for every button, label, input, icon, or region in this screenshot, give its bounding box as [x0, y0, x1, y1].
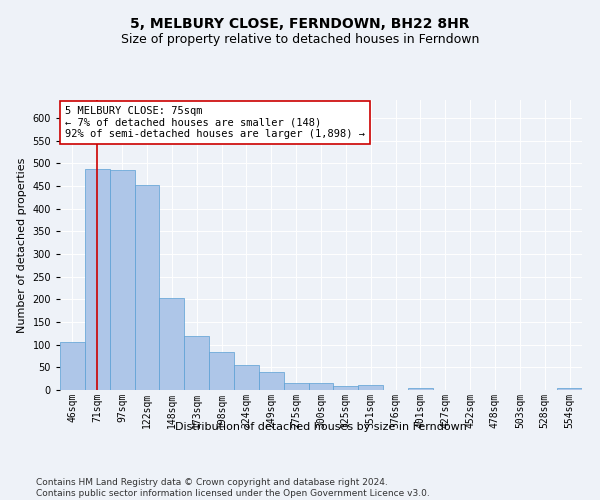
Bar — [85, 169, 110, 390]
Text: Size of property relative to detached houses in Ferndown: Size of property relative to detached ho… — [121, 32, 479, 46]
Bar — [334, 386, 358, 390]
Bar — [160, 298, 184, 390]
Bar — [408, 388, 433, 390]
Bar — [134, 184, 160, 390]
Bar — [358, 386, 383, 390]
Bar — [234, 365, 259, 390]
Bar — [308, 383, 334, 390]
Text: Contains HM Land Registry data © Crown copyright and database right 2024.
Contai: Contains HM Land Registry data © Crown c… — [36, 478, 430, 498]
Bar — [557, 388, 582, 390]
Bar — [259, 372, 284, 390]
Text: Distribution of detached houses by size in Ferndown: Distribution of detached houses by size … — [175, 422, 467, 432]
Text: 5 MELBURY CLOSE: 75sqm
← 7% of detached houses are smaller (148)
92% of semi-det: 5 MELBURY CLOSE: 75sqm ← 7% of detached … — [65, 106, 365, 139]
Bar — [60, 342, 85, 390]
Bar — [184, 336, 209, 390]
Y-axis label: Number of detached properties: Number of detached properties — [17, 158, 27, 332]
Bar — [209, 352, 234, 390]
Text: 5, MELBURY CLOSE, FERNDOWN, BH22 8HR: 5, MELBURY CLOSE, FERNDOWN, BH22 8HR — [130, 18, 470, 32]
Bar — [284, 383, 308, 390]
Bar — [110, 170, 134, 390]
